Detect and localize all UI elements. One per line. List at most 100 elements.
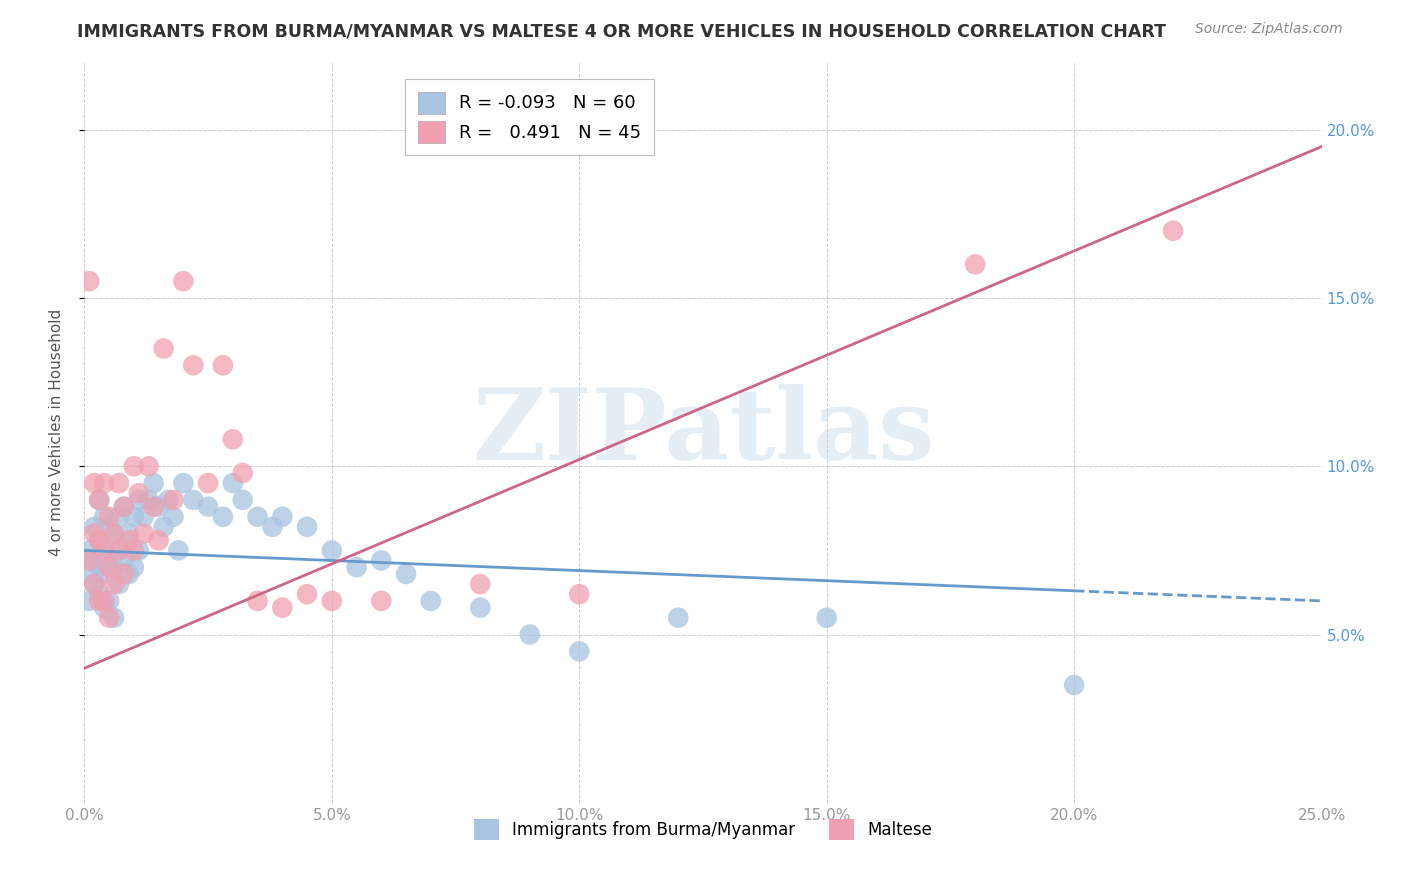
Point (98, 610, 121, 624)
Point (321, 594, 343, 608)
Point (89, 587, 111, 601)
Point (79, 274, 101, 288)
Point (83, 577, 105, 591)
Point (232, 492, 254, 507)
Point (79, 543, 101, 558)
Point (142, 500, 165, 514)
Point (98, 594, 121, 608)
Point (138, 492, 160, 507)
Point (1161, 224, 1184, 238)
Text: ZIPatlas: ZIPatlas (472, 384, 934, 481)
Point (197, 500, 219, 514)
Point (262, 520, 284, 534)
Point (103, 526, 125, 541)
Point (108, 476, 131, 491)
Point (98, 509, 121, 524)
Point (370, 594, 392, 608)
Point (83, 577, 105, 591)
Point (108, 543, 131, 558)
Point (132, 509, 155, 524)
Point (98, 520, 121, 534)
Point (122, 560, 145, 574)
Point (89, 492, 111, 507)
Point (295, 587, 318, 601)
Point (138, 459, 160, 474)
Point (470, 577, 492, 591)
Point (152, 342, 174, 356)
Point (108, 577, 131, 591)
Point (89, 560, 111, 574)
Point (83, 520, 105, 534)
Point (965, 257, 987, 271)
Point (122, 459, 145, 474)
Text: IMMIGRANTS FROM BURMA/MYANMAR VS MALTESE 4 OR MORE VEHICLES IN HOUSEHOLD CORRELA: IMMIGRANTS FROM BURMA/MYANMAR VS MALTESE… (77, 22, 1167, 40)
Point (122, 543, 145, 558)
Point (1063, 678, 1085, 692)
Point (122, 509, 145, 524)
Point (181, 359, 204, 373)
Point (103, 560, 125, 574)
Point (152, 520, 174, 534)
Y-axis label: 4 or more Vehicles in Household: 4 or more Vehicles in Household (49, 309, 63, 557)
Point (246, 509, 269, 524)
Point (118, 566, 141, 581)
Point (108, 509, 131, 524)
Point (295, 520, 318, 534)
Point (128, 543, 150, 558)
Point (128, 492, 150, 507)
Point (815, 610, 838, 624)
Point (271, 600, 294, 615)
Point (112, 566, 135, 581)
Point (172, 274, 194, 288)
Point (142, 476, 165, 491)
Point (162, 509, 184, 524)
Point (222, 433, 245, 447)
Point (89, 533, 111, 548)
Point (103, 577, 125, 591)
Point (666, 610, 689, 624)
Point (79, 566, 101, 581)
Point (93, 509, 115, 524)
Point (93, 543, 115, 558)
Point (212, 509, 235, 524)
Point (83, 553, 105, 567)
Point (162, 492, 184, 507)
Point (93, 600, 115, 615)
Point (246, 594, 269, 608)
Legend: Immigrants from Burma/Myanmar, Maltese: Immigrants from Burma/Myanmar, Maltese (467, 813, 939, 847)
Point (93, 476, 115, 491)
Point (79, 553, 101, 567)
Point (98, 560, 121, 574)
Point (93, 543, 115, 558)
Point (128, 486, 150, 500)
Point (321, 543, 343, 558)
Point (167, 543, 190, 558)
Point (118, 533, 141, 548)
Point (83, 476, 105, 491)
Point (103, 526, 125, 541)
Point (568, 587, 591, 601)
Text: Source: ZipAtlas.com: Source: ZipAtlas.com (1195, 22, 1343, 37)
Point (89, 533, 111, 548)
Point (271, 509, 294, 524)
Point (79, 594, 101, 608)
Point (93, 594, 115, 608)
Point (98, 553, 121, 567)
Point (222, 476, 245, 491)
Point (148, 500, 170, 514)
Point (132, 526, 155, 541)
Point (470, 600, 492, 615)
Point (89, 492, 111, 507)
Point (103, 610, 125, 624)
Point (370, 553, 392, 567)
Point (112, 553, 135, 567)
Point (112, 500, 135, 514)
Point (568, 644, 591, 658)
Point (172, 476, 194, 491)
Point (118, 526, 141, 541)
Point (148, 533, 170, 548)
Point (212, 359, 235, 373)
Point (519, 627, 541, 641)
Point (89, 594, 111, 608)
Point (395, 566, 418, 581)
